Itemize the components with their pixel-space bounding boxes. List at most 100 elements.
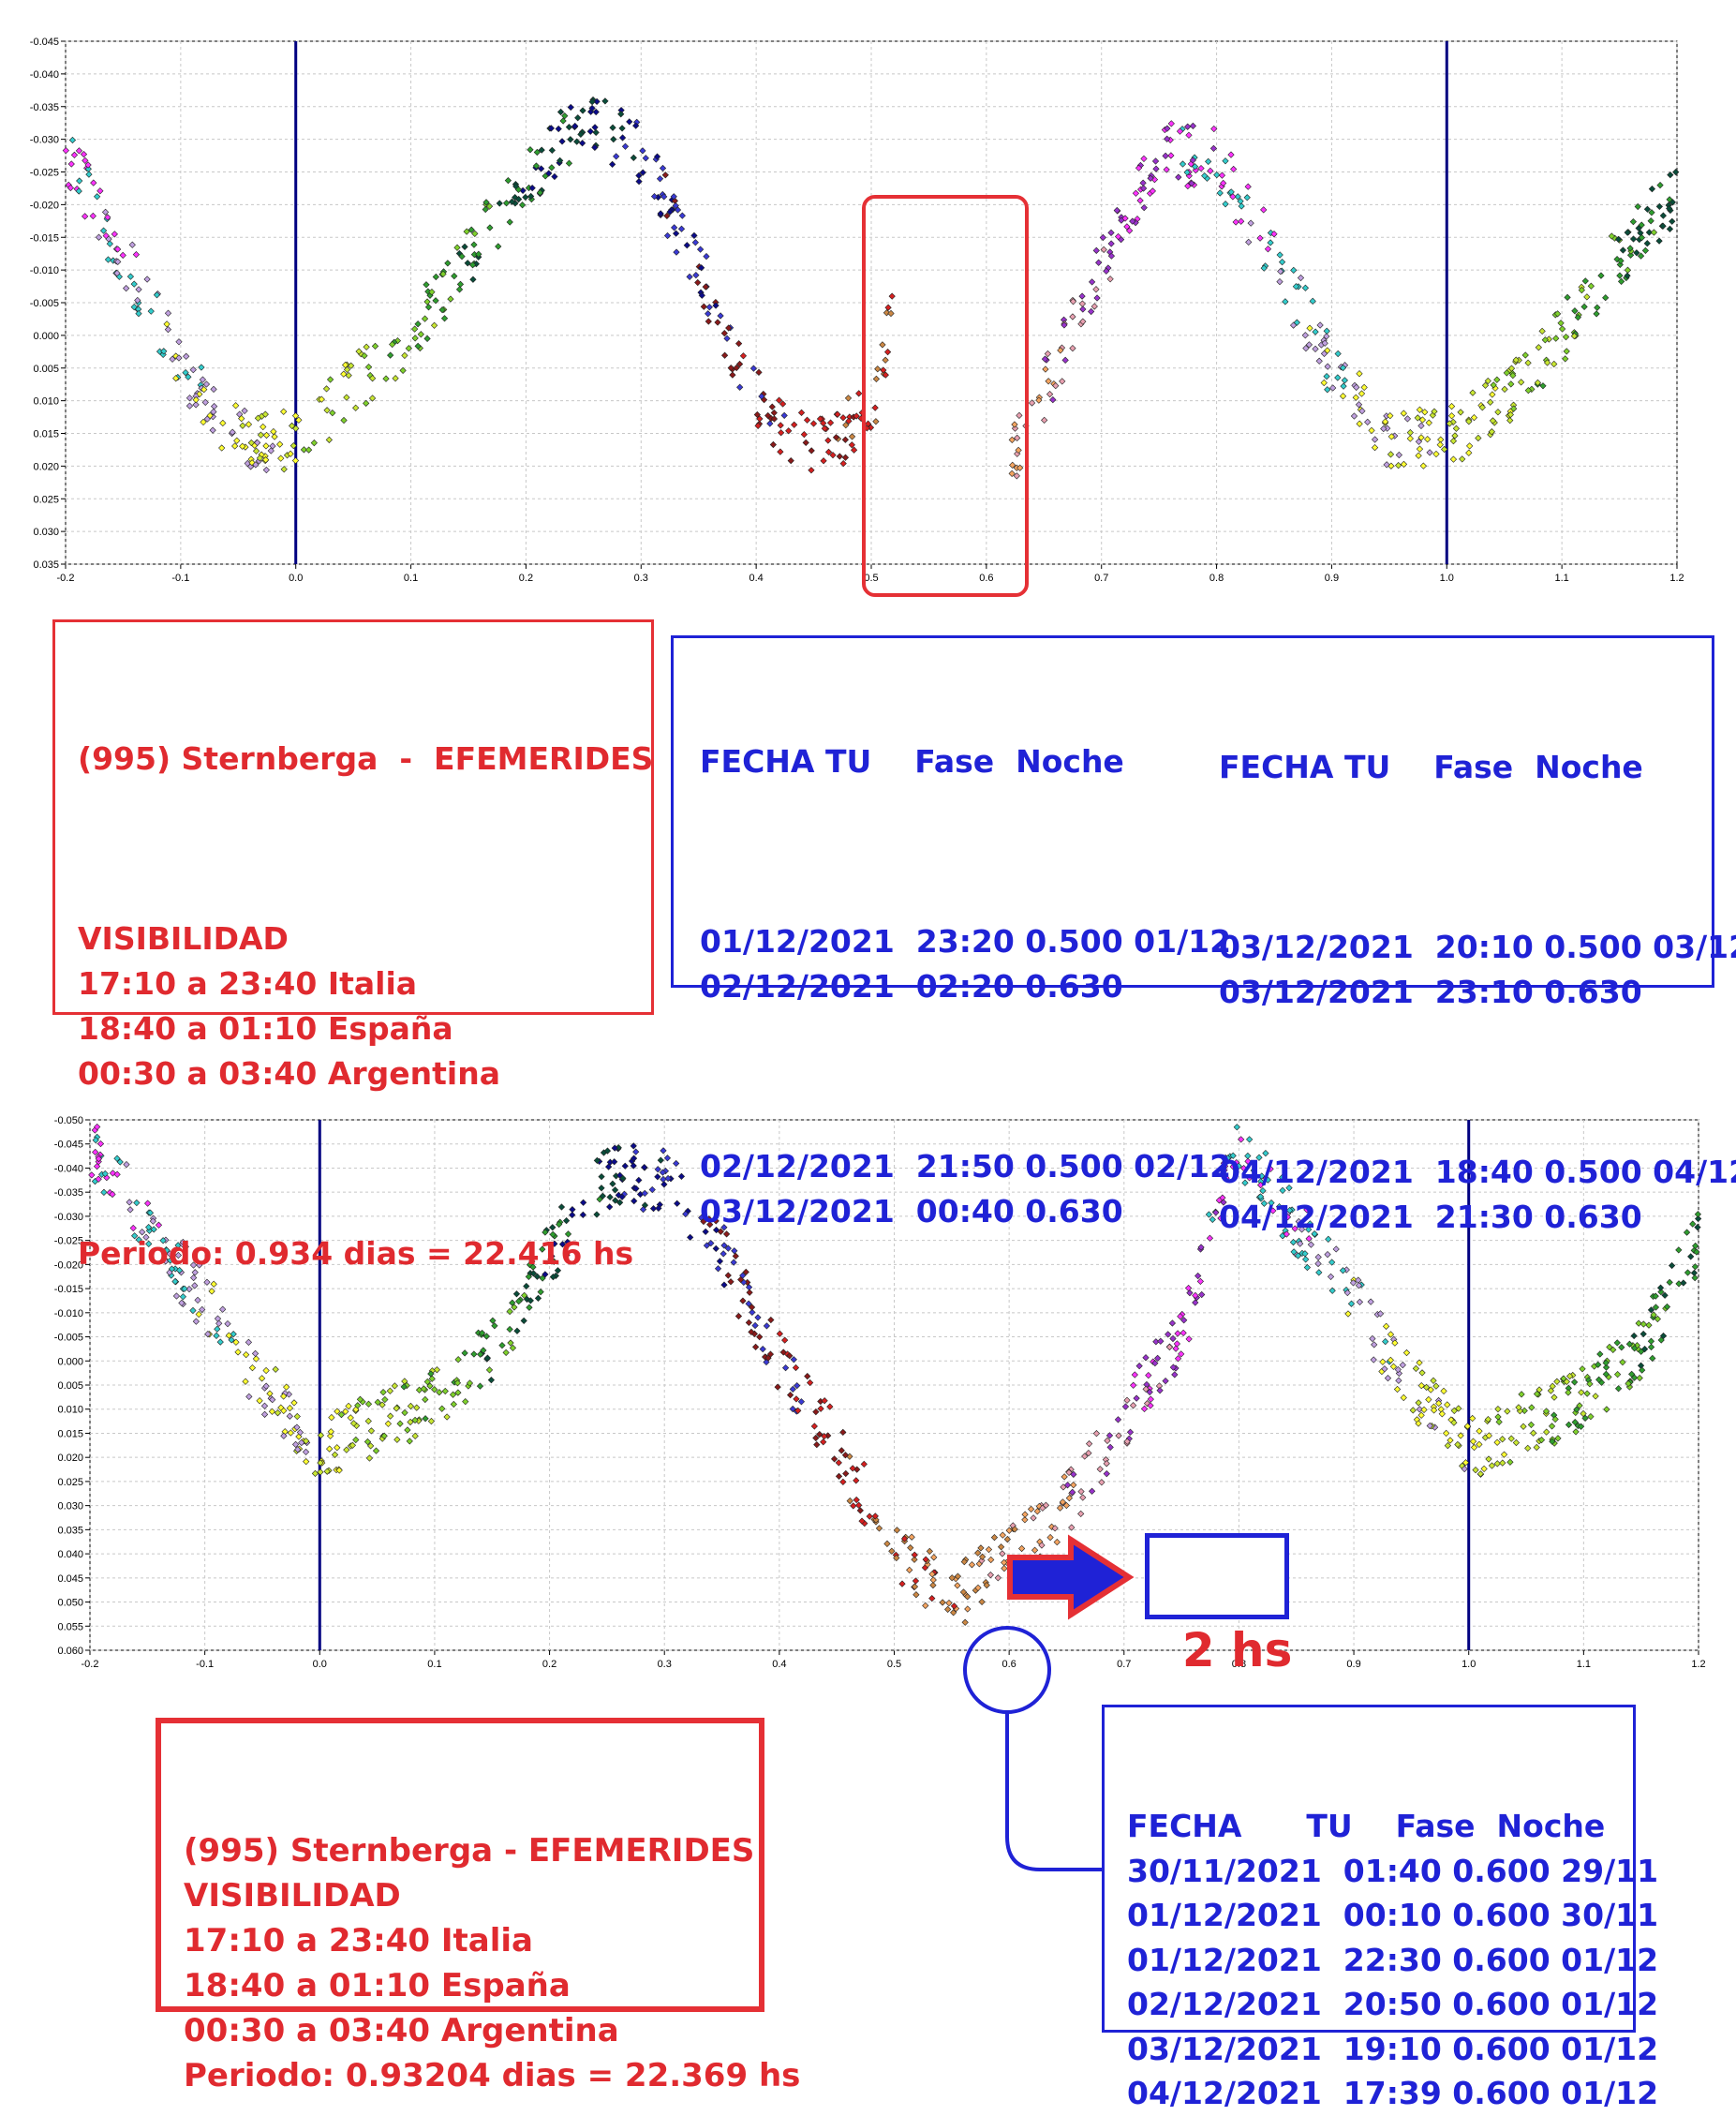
data-point: [1663, 1303, 1671, 1311]
data-point: [210, 1280, 217, 1288]
x-tick-label: 1.1: [1577, 1659, 1591, 1670]
data-point: [436, 1389, 443, 1396]
data-point: [613, 153, 620, 160]
data-point: [639, 169, 646, 176]
data-point: [769, 440, 777, 449]
data-point: [323, 1468, 331, 1475]
x-tick-label: 0.8: [1232, 1659, 1246, 1670]
data-point: [532, 162, 541, 170]
data-point: [163, 320, 171, 328]
data-point: [230, 1330, 237, 1338]
data-point: [1527, 1421, 1536, 1429]
x-tick-label: -0.2: [57, 573, 75, 584]
ephemeris-box-bottom: FECHA TU Fase Noche 30/11/2021 01:40 0.6…: [1102, 1705, 1658, 2111]
data-point: [1493, 1438, 1501, 1446]
data-point: [768, 403, 776, 410]
data-point: [1021, 1511, 1029, 1518]
data-point: [438, 306, 446, 314]
data-point: [449, 1391, 457, 1398]
data-point: [76, 177, 83, 185]
data-point: [239, 422, 246, 429]
data-point: [1614, 235, 1623, 243]
data-point: [598, 1185, 605, 1192]
data-point: [262, 1366, 270, 1375]
data-point: [175, 338, 183, 346]
data-point: [1176, 127, 1184, 135]
data-point: [203, 1278, 211, 1286]
data-point: [1053, 1538, 1061, 1546]
data-point: [504, 176, 512, 185]
data-point: [100, 1188, 108, 1196]
data-point: [116, 1158, 124, 1166]
data-point: [1541, 336, 1549, 344]
data-point: [944, 1605, 952, 1613]
data-point: [101, 1170, 109, 1178]
data-point: [1570, 332, 1579, 340]
data-point: [518, 201, 527, 209]
data-point: [660, 193, 668, 201]
data-point: [1323, 333, 1330, 340]
data-point: [611, 1144, 618, 1152]
data-point: [1432, 1382, 1440, 1390]
data-point: [1157, 1337, 1165, 1345]
data-point: [1049, 395, 1057, 404]
data-point: [67, 184, 74, 192]
data-point: [1061, 1473, 1068, 1481]
data-point: [639, 147, 646, 155]
data-point: [1186, 1289, 1194, 1297]
data-point: [1215, 1197, 1224, 1204]
data-point: [766, 420, 774, 427]
data-point: [1417, 422, 1425, 430]
data-point: [954, 1572, 962, 1580]
data-point: [367, 1427, 376, 1435]
data-point: [1465, 418, 1473, 425]
data-point: [1647, 1306, 1655, 1314]
data-point: [300, 446, 308, 454]
data-point: [482, 205, 489, 214]
data-point: [723, 335, 731, 342]
x-tick-label: 1.0: [1462, 1659, 1476, 1670]
data-point: [1614, 1385, 1623, 1393]
data-point: [513, 1327, 521, 1334]
connector-line: [1005, 1712, 1102, 1871]
data-point: [1283, 1214, 1292, 1221]
data-point: [272, 1365, 279, 1373]
data-point: [1657, 1336, 1665, 1344]
data-point: [705, 318, 712, 325]
data-point: [482, 199, 490, 206]
ephemeris-row: 30/11/2021 01:40 0.600 29/11: [1127, 1852, 1659, 1889]
data-point: [1425, 1395, 1432, 1404]
data-point: [609, 124, 616, 131]
data-point: [164, 309, 172, 317]
data-point: [1557, 320, 1565, 327]
data-point: [1444, 1441, 1451, 1450]
data-point: [245, 1393, 253, 1401]
data-point: [326, 376, 334, 383]
data-point: [123, 285, 130, 292]
data-point: [463, 228, 470, 235]
data-point: [790, 1356, 797, 1363]
data-point: [635, 178, 643, 186]
data-point: [611, 1158, 618, 1166]
data-point: [356, 1395, 364, 1403]
data-point: [1415, 1399, 1422, 1407]
x-tick-label: 0.4: [772, 1659, 786, 1670]
data-point: [1475, 434, 1482, 442]
data-point: [1518, 1391, 1525, 1398]
data-point: [200, 385, 208, 394]
data-point: [525, 1273, 532, 1280]
data-point: [219, 1305, 227, 1313]
data-point: [431, 1386, 438, 1393]
data-point: [364, 1417, 372, 1425]
data-point: [192, 396, 200, 404]
data-point: [1371, 1341, 1378, 1349]
x-tick-label: 0.0: [313, 1659, 327, 1670]
data-point: [443, 1413, 451, 1421]
data-point: [1643, 240, 1651, 247]
data-point: [1142, 1354, 1150, 1362]
data-point: [879, 341, 886, 349]
data-point: [1147, 1402, 1154, 1409]
data-point: [414, 320, 422, 328]
data-point: [1164, 125, 1171, 132]
x-tick-label: 1.2: [1669, 573, 1684, 584]
